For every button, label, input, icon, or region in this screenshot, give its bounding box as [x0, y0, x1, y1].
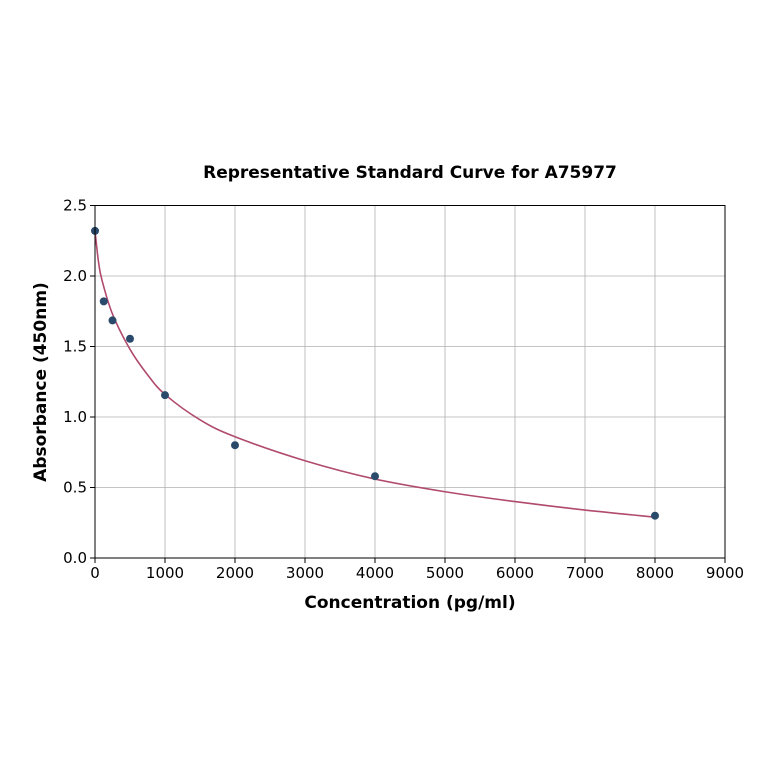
data-point — [161, 391, 169, 400]
x-tick-label: 4000 — [356, 564, 394, 582]
data-point — [126, 334, 134, 343]
data-point — [108, 316, 117, 325]
y-tick-label: 1.5 — [63, 338, 87, 356]
data-point — [99, 297, 108, 306]
data-point — [651, 511, 659, 520]
grid — [94, 205, 726, 559]
data-point — [371, 472, 379, 481]
plot-frame — [94, 205, 726, 559]
chart-title: Representative Standard Curve for A75977 — [203, 163, 617, 183]
data-point — [231, 441, 239, 450]
y-tick-label: 1.0 — [63, 408, 87, 426]
fit-curve — [94, 230, 656, 518]
x-tick-label: 1000 — [146, 564, 184, 582]
y-tick-label: 0.0 — [63, 549, 87, 567]
x-tick-label: 0 — [90, 564, 100, 582]
x-axis-label: Concentration (pg/ml) — [304, 593, 515, 613]
x-tick-label: 5000 — [426, 564, 464, 582]
x-tick-label: 7000 — [566, 564, 604, 582]
x-tick-label: 2000 — [216, 564, 254, 582]
data-points — [91, 226, 659, 520]
x-tick-label: 3000 — [286, 564, 324, 582]
ticks: 0 1000 2000 3000 4000 5000 6000 7000 8000 9000 0.0… — [63, 197, 744, 583]
x-tick-label: 6000 — [496, 564, 534, 582]
y-tick-label: 2.0 — [63, 267, 87, 285]
y-tick-label: 0.5 — [63, 479, 87, 497]
y-axis-label: Absorbance (450nm) — [31, 282, 51, 482]
x-tick-label: 9000 — [706, 564, 744, 582]
x-tick-label: 8000 — [636, 564, 674, 582]
y-tick-label: 2.5 — [63, 197, 87, 215]
